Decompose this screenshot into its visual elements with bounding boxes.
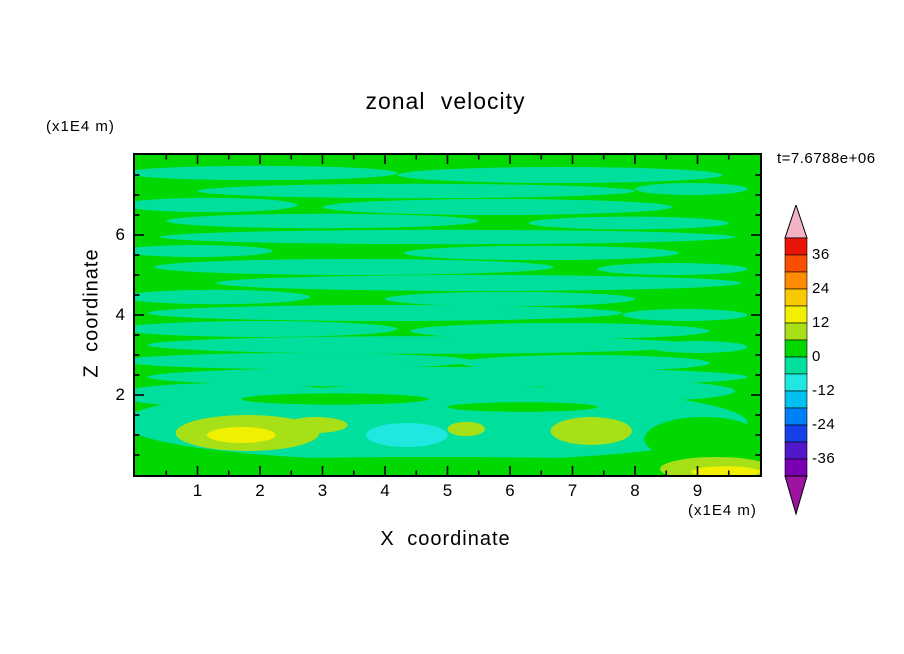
x-tick-label: 2 bbox=[255, 481, 265, 500]
x-axis-unit-label: (x1E4 m) bbox=[688, 502, 757, 519]
y-axis-title: Z coordinate bbox=[80, 248, 103, 378]
x-tick-label: 8 bbox=[630, 481, 640, 500]
y-tick-label: 4 bbox=[115, 305, 125, 324]
x-axis-title: X coordinate bbox=[380, 528, 511, 550]
colorbar-tick-label: 0 bbox=[812, 348, 821, 365]
colorbar-tick-label: 24 bbox=[812, 280, 830, 297]
x-tick-label: 9 bbox=[692, 481, 703, 500]
contour-field bbox=[135, 155, 760, 475]
colorbar-tick-label: -24 bbox=[812, 416, 836, 433]
colorbar-scale bbox=[784, 203, 808, 516]
colorbar bbox=[783, 203, 829, 517]
plot-area bbox=[133, 153, 762, 477]
colorbar-tick-label: 12 bbox=[812, 314, 830, 331]
y-axis-unit-label: (x1E4 m) bbox=[46, 118, 115, 135]
x-tick-label: 4 bbox=[380, 481, 390, 500]
y-tick-label: 6 bbox=[115, 225, 125, 244]
plot-title: zonal velocity bbox=[365, 88, 526, 114]
colorbar-tick-label: -36 bbox=[812, 450, 836, 467]
x-tick-label: 5 bbox=[442, 481, 453, 500]
colorbar-tick-label: -12 bbox=[812, 382, 836, 399]
x-tick-label: 7 bbox=[567, 481, 578, 500]
axis-ticks bbox=[135, 155, 760, 475]
x-tick-label: 6 bbox=[505, 481, 515, 500]
colorbar-tick-label: 36 bbox=[812, 246, 830, 263]
x-tick-label: 3 bbox=[317, 481, 328, 500]
y-tick-label: 2 bbox=[115, 385, 125, 404]
time-stamp-label: t=7.6788e+06 bbox=[777, 150, 876, 167]
x-tick-label: 1 bbox=[192, 481, 203, 500]
